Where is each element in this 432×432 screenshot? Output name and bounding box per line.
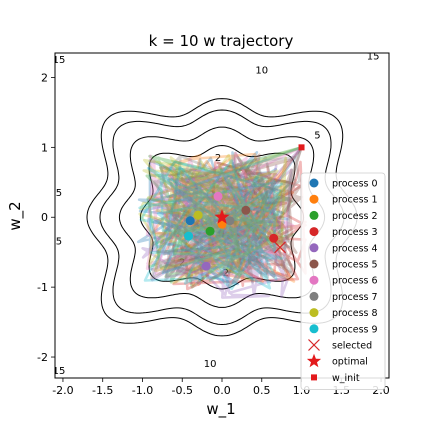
contour-label-bg bbox=[175, 255, 190, 268]
x-tick-label: -2.0 bbox=[52, 384, 73, 397]
legend-swatch bbox=[309, 227, 319, 237]
legend-swatch bbox=[309, 210, 319, 220]
contour-label: 15 bbox=[53, 55, 66, 66]
y-tick-label: -1 bbox=[37, 281, 48, 294]
point-process-0 bbox=[185, 216, 195, 226]
x-tick-label: -0.5 bbox=[172, 384, 193, 397]
legend-label: process 0 bbox=[332, 179, 378, 190]
trajectory-process-9 bbox=[138, 146, 302, 291]
legend-swatch bbox=[306, 353, 322, 368]
legend-swatch bbox=[309, 259, 319, 269]
contour-line-2 bbox=[139, 144, 305, 290]
legend-swatch bbox=[309, 243, 319, 253]
contour-layer: 2 2 2 5 5 5 10 10 15 15 15 bbox=[53, 51, 381, 377]
contour-label: 2 bbox=[215, 153, 221, 164]
x-axis-title: w_1 bbox=[206, 400, 235, 419]
x-tick-label: 0.5 bbox=[253, 384, 271, 397]
w-init-marker bbox=[298, 144, 305, 151]
y-tick-label: 0 bbox=[41, 211, 48, 224]
trajectory-process-1 bbox=[149, 146, 302, 287]
y-tick-label: 2 bbox=[41, 71, 48, 84]
y-axis-title: w_2 bbox=[6, 201, 25, 230]
x-tick-label: -1.5 bbox=[92, 384, 113, 397]
contour-line-15 bbox=[86, 98, 358, 337]
legend-label: process 1 bbox=[332, 195, 378, 206]
legend-swatch bbox=[309, 308, 319, 318]
trajectory-layer bbox=[137, 146, 307, 299]
y-axis: -2 -1 0 1 2 bbox=[37, 71, 55, 364]
trajectory-process-5 bbox=[152, 147, 304, 282]
legend-box bbox=[300, 172, 386, 391]
point-process-3 bbox=[269, 233, 279, 243]
trajectory-process-4 bbox=[141, 146, 303, 299]
contour-label: 5 bbox=[56, 237, 62, 248]
contour-label-bg bbox=[211, 150, 226, 163]
contour-label-bg bbox=[218, 266, 233, 279]
legend-label: process 3 bbox=[332, 227, 378, 238]
point-process-6 bbox=[213, 191, 223, 201]
contour-label: 5 bbox=[314, 130, 320, 141]
contour-label: 15 bbox=[367, 51, 380, 62]
legend-label: process 2 bbox=[332, 211, 378, 222]
selected-marker-stroke bbox=[274, 241, 286, 254]
contour-label: 5 bbox=[56, 188, 62, 199]
y-tick-label: 1 bbox=[41, 141, 48, 154]
trajectory-process-0 bbox=[137, 146, 303, 286]
legend-label: process 9 bbox=[332, 324, 378, 335]
legend-swatch bbox=[309, 275, 319, 285]
trajectory-process-3 bbox=[162, 146, 307, 291]
contour-label-bg bbox=[55, 53, 66, 65]
legend-swatch bbox=[311, 374, 317, 381]
contour-label: 10 bbox=[204, 359, 217, 370]
contour-label: 15 bbox=[53, 366, 66, 377]
legend-swatch bbox=[309, 194, 319, 204]
contour-label-bg bbox=[55, 185, 66, 198]
marker-layer bbox=[184, 144, 305, 271]
trajectory-process-7 bbox=[149, 146, 303, 284]
trajectory-process-6 bbox=[145, 146, 303, 279]
point-process-2 bbox=[205, 226, 215, 236]
trajectory-process-8 bbox=[138, 146, 302, 285]
legend-swatch bbox=[308, 339, 320, 351]
legend-label: w_init bbox=[332, 373, 360, 384]
contour-label: 2 bbox=[223, 268, 229, 279]
legend-label: process 7 bbox=[332, 292, 378, 303]
legend: process 0 process 1 process 2 process 3 proc… bbox=[300, 172, 386, 391]
contour-label-bg bbox=[310, 128, 325, 141]
contour-label-bg bbox=[55, 234, 66, 247]
point-process-7 bbox=[225, 216, 235, 226]
legend-swatch bbox=[309, 324, 319, 334]
chart-title: k = 10 w trajectory bbox=[149, 32, 294, 50]
contour-label-bg bbox=[55, 364, 66, 377]
x-axis: -2.0 -1.5 -1.0 -0.5 0.0 0.5 1.0 1.5 2.0 bbox=[52, 378, 390, 397]
legend-label: process 5 bbox=[332, 260, 378, 271]
point-process-5 bbox=[241, 205, 251, 215]
selected-marker bbox=[274, 241, 286, 254]
point-process-8 bbox=[193, 210, 203, 220]
contour-label-bg bbox=[203, 357, 218, 370]
contour-line-5 bbox=[118, 126, 326, 308]
legend-label: process 6 bbox=[332, 276, 378, 287]
contour-line-10 bbox=[99, 109, 345, 326]
legend-swatch bbox=[309, 178, 319, 188]
legend-label: selected bbox=[332, 341, 372, 352]
y-tick-label: -2 bbox=[37, 351, 48, 364]
optimal-marker bbox=[214, 209, 230, 224]
contour-label-bg bbox=[254, 63, 269, 76]
contour-label: 2 bbox=[179, 258, 185, 269]
point-process-9 bbox=[184, 231, 194, 241]
legend-swatch bbox=[309, 291, 319, 301]
legend-swatch-stroke bbox=[308, 339, 320, 351]
legend-label: optimal bbox=[332, 357, 368, 368]
legend-label: process 4 bbox=[332, 243, 378, 254]
point-process-4 bbox=[201, 261, 211, 271]
contour-label: 10 bbox=[255, 65, 268, 76]
contour-label-bg bbox=[366, 53, 381, 62]
legend-label: process 8 bbox=[332, 308, 378, 319]
x-tick-label: -1.0 bbox=[132, 384, 153, 397]
x-tick-label: 0.0 bbox=[213, 384, 231, 397]
